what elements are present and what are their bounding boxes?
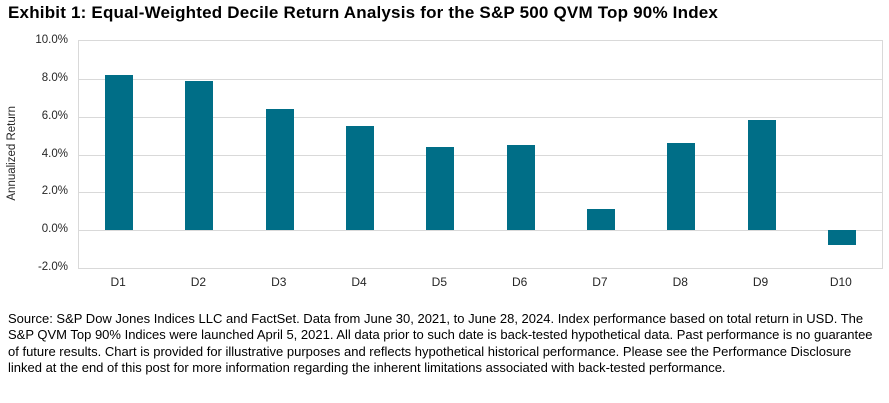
bar-D9 <box>747 120 776 231</box>
y-tick-label: 10.0% <box>35 34 68 46</box>
y-tick-label: 2.0% <box>41 185 68 198</box>
bar-D10 <box>827 230 856 246</box>
gridline <box>79 116 882 118</box>
bar-D5 <box>426 146 455 231</box>
x-tick-label-D2: D2 <box>190 275 207 289</box>
gridline <box>79 78 882 80</box>
source-note: Source: S&P Dow Jones Indices LLC and Fa… <box>8 311 873 376</box>
x-tick-label-D7: D7 <box>592 275 608 289</box>
x-tick-label-D5: D5 <box>431 275 447 289</box>
bar-D7 <box>586 209 615 231</box>
x-tick-label-D8: D8 <box>672 275 688 289</box>
bar-D2 <box>185 80 214 231</box>
bar-D1 <box>105 75 134 231</box>
y-tick-label: 8.0% <box>41 71 68 84</box>
x-tick-label-D1: D1 <box>110 275 126 289</box>
gridline <box>79 230 882 232</box>
y-tick-label: 6.0% <box>41 109 68 122</box>
x-tick-label-D9: D9 <box>752 275 769 289</box>
y-tick-label: -2.0% <box>37 261 68 273</box>
bar-D4 <box>346 126 375 231</box>
bar-D6 <box>506 145 535 231</box>
y-tick-label: 0.0% <box>41 223 68 236</box>
bar-D8 <box>667 143 696 231</box>
x-tick-label-D4: D4 <box>351 275 367 289</box>
plot-area <box>78 40 883 269</box>
x-tick-label-D6: D6 <box>511 275 528 289</box>
x-tick-label-D3: D3 <box>271 275 287 289</box>
gridline <box>79 154 882 156</box>
chart-title: Exhibit 1: Equal-Weighted Decile Return … <box>8 3 719 22</box>
gridline <box>79 192 882 194</box>
y-tick-label: 4.0% <box>41 147 68 160</box>
bar-D3 <box>265 109 294 231</box>
x-tick-label-D10: D10 <box>829 275 852 289</box>
